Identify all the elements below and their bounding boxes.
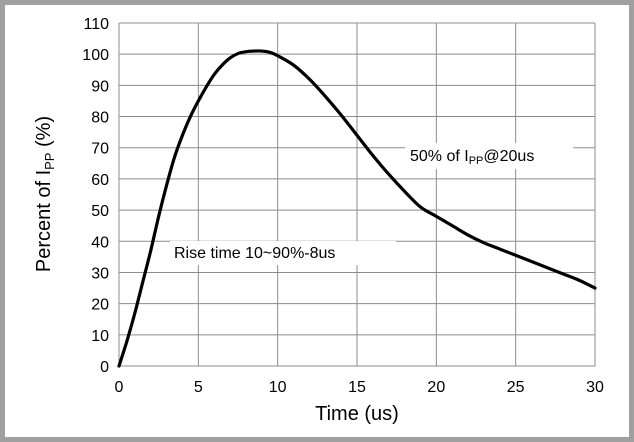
annotation-half-subscript: PP <box>469 155 484 167</box>
y-tick-label: 30 <box>91 265 109 282</box>
x-tick-label: 0 <box>115 379 124 396</box>
x-tick-label: 10 <box>269 379 287 396</box>
series-line <box>117 49 597 368</box>
x-tick-label: 20 <box>427 379 445 396</box>
x-axis-label: Time (us) <box>315 403 399 425</box>
x-tick-label: 30 <box>586 379 604 396</box>
grid-layer <box>118 22 596 367</box>
x-tick-label: 15 <box>348 379 366 396</box>
y-tick-label: 100 <box>82 47 109 64</box>
y-tick-label: 10 <box>91 328 109 345</box>
y-tick-label: 40 <box>91 234 109 251</box>
y-tick-label: 70 <box>91 141 109 158</box>
y-tick-label: 90 <box>91 78 109 95</box>
y-axis-label-prefix: Percent of I <box>33 170 55 272</box>
y-tick-label: 80 <box>91 110 109 127</box>
annotation-half-prefix: 50% of I <box>410 148 469 165</box>
y-tick-label: 110 <box>83 16 109 33</box>
y-axis-label-subscript: PP <box>42 153 57 170</box>
annotation-half-value-bg <box>405 143 573 169</box>
x-tick-label: 25 <box>507 379 525 396</box>
annotation-rise-time-bg <box>170 241 396 265</box>
annotation-half-value: 50% of IPP@20us <box>405 143 573 169</box>
y-axis-label-suffix: (%) <box>33 116 55 153</box>
y-tick-label: 20 <box>91 297 109 314</box>
y-tick-label: 50 <box>91 203 109 220</box>
y-tick-label: 0 <box>100 359 109 376</box>
annotation-half-value-text: 50% of IPP@20us <box>410 148 534 167</box>
x-tick-labels: 0 5 10 15 20 25 30 <box>115 379 604 396</box>
x-tick-label: 5 <box>194 379 203 396</box>
annotation-rise-time-text: Rise time 10~90%-8us <box>174 245 335 262</box>
annotation-rise-time: Rise time 10~90%-8us <box>170 241 396 265</box>
annotation-half-suffix: @20us <box>483 148 534 165</box>
y-tick-labels: 0 10 20 30 40 50 60 70 80 90 100 110 <box>82 16 109 376</box>
y-axis-label: Percent of IPP (%) <box>33 116 57 272</box>
y-tick-label: 60 <box>91 172 109 189</box>
